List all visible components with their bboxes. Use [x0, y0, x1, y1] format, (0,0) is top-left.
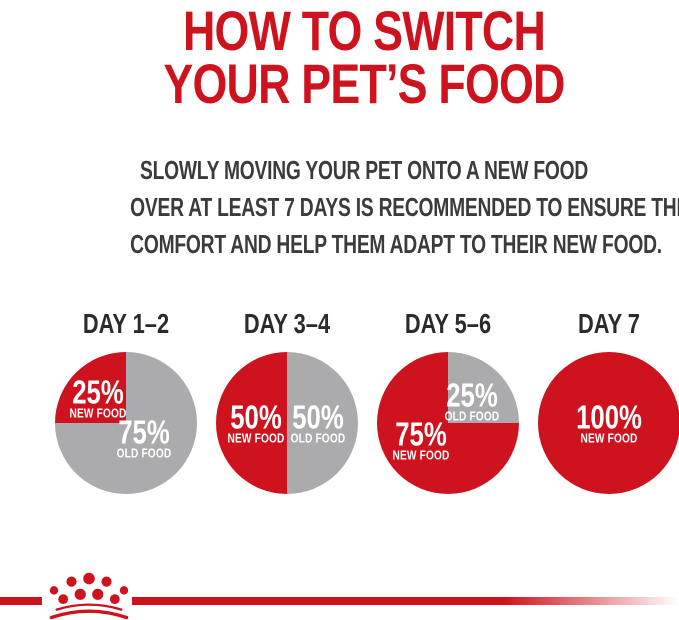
day-5-6-column: DAY 5–6 25% OLD FOOD 75% NEW FOOD [377, 309, 519, 494]
slice-percent: 50% [229, 398, 282, 436]
slice-percent: 75% [118, 413, 171, 451]
content-area: HOW TO SWITCH YOUR PET’S FOOD SLOWLY MOV… [48, 0, 679, 494]
slice-caption: NEW FOOD [580, 430, 638, 446]
pie-chart-day-1-2: 25% NEW FOOD 75% OLD FOOD [55, 352, 197, 494]
slice-label-old-food: 50% OLD FOOD [290, 398, 346, 446]
slice-caption: OLD FOOD [117, 445, 172, 461]
slice-caption: NEW FOOD [69, 405, 127, 421]
slice-percent: 75% [395, 415, 447, 453]
slice-caption: OLD FOOD [444, 408, 500, 424]
day-1-2-column: DAY 1–2 25% NEW FOOD 75% OLD FOOD [55, 309, 197, 494]
slice-caption: NEW FOOD [392, 447, 450, 463]
pie-chart-day-5-6: 25% OLD FOOD 75% NEW FOOD [377, 352, 519, 494]
day-7-heading: DAY 7 [578, 308, 640, 339]
slice-label-new-food: 25% NEW FOOD [69, 373, 127, 421]
pie-chart-row: DAY 1–2 25% NEW FOOD 75% OLD FOOD DAY 3–… [48, 309, 679, 494]
intro-line-3: COMFORT AND HELP THEM ADAPT TO THEIR NEW… [130, 229, 662, 259]
day-1-2-heading: DAY 1–2 [82, 308, 170, 339]
title-line-2: YOUR PET’S FOOD [163, 52, 565, 115]
title-line-1: HOW TO SWITCH [182, 0, 546, 62]
royal-canin-crown-icon [49, 572, 129, 620]
slice-label-new-food: 75% NEW FOOD [392, 415, 450, 463]
intro-line-2: OVER AT LEAST 7 DAYS IS RECOMMENDED TO E… [130, 192, 679, 222]
day-7-column: DAY 7 100% NEW FOOD [538, 309, 679, 494]
slice-percent: 100% [576, 398, 642, 436]
day-5-6-heading: DAY 5–6 [404, 308, 492, 339]
day-3-4-column: DAY 3–4 50% NEW FOOD 50% OLD FOOD [216, 309, 358, 494]
intro-text: SLOWLY MOVING YOUR PET ONTO A NEW FOOD O… [130, 152, 679, 263]
slice-caption: OLD FOOD [290, 430, 346, 446]
slice-percent: 25% [71, 373, 124, 411]
slice-label-old-food: 25% OLD FOOD [444, 376, 500, 424]
page-title: HOW TO SWITCH YOUR PET’S FOOD [111, 0, 617, 115]
slice-label-new-food: 50% NEW FOOD [227, 398, 285, 446]
slice-label-old-food: 75% OLD FOOD [117, 413, 172, 461]
footer-rule-right [132, 597, 679, 605]
footer-rule-left [0, 597, 42, 605]
day-3-4-heading: DAY 3–4 [243, 308, 331, 339]
pie-chart-day-7: 100% NEW FOOD [538, 352, 679, 494]
pie-chart-day-3-4: 50% NEW FOOD 50% OLD FOOD [216, 352, 358, 494]
slice-percent: 50% [292, 398, 344, 436]
slice-label-new-food: 100% NEW FOOD [576, 398, 642, 446]
slice-caption: NEW FOOD [227, 430, 285, 446]
slice-percent: 25% [446, 376, 498, 414]
intro-line-1: SLOWLY MOVING YOUR PET ONTO A NEW FOOD [139, 155, 589, 185]
